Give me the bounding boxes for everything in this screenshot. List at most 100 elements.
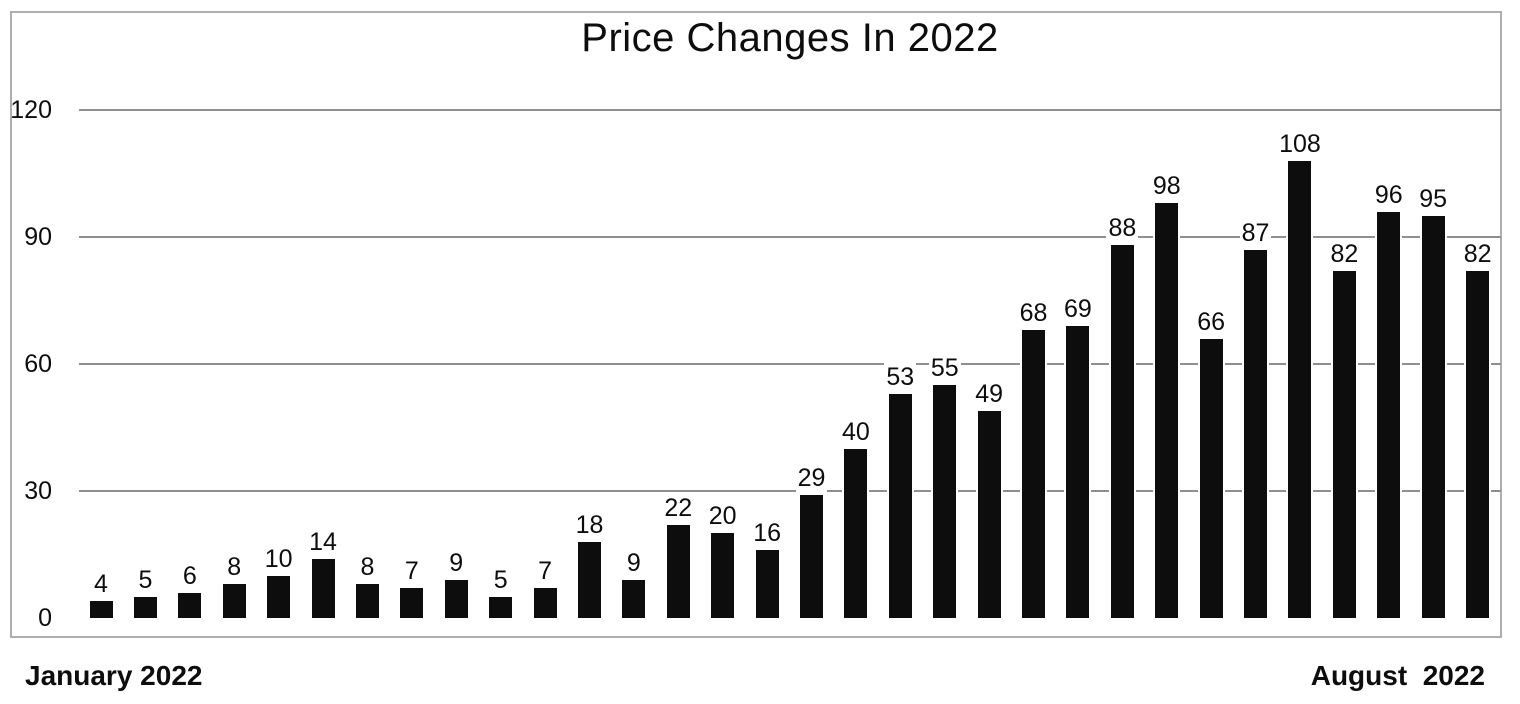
bar-column: 20 <box>706 502 739 618</box>
bar <box>311 559 335 618</box>
bar-value-label: 9 <box>624 549 643 577</box>
bar-column: 40 <box>840 418 872 618</box>
bar-value-label: 7 <box>536 557 555 585</box>
bar-column: 8 <box>355 553 379 618</box>
bar <box>1332 271 1356 618</box>
bar-value-label: 5 <box>136 566 155 594</box>
bar-value-label: 14 <box>307 528 339 556</box>
bar <box>1466 271 1490 618</box>
bar-value-label: 82 <box>1328 240 1361 268</box>
bar-column: 4 <box>89 570 113 618</box>
bar-column: 9 <box>444 549 468 618</box>
bar <box>444 580 468 618</box>
bar <box>1244 250 1268 618</box>
bar-column: 98 <box>1150 172 1183 618</box>
bar-column: 10 <box>262 545 295 618</box>
bar <box>533 588 557 618</box>
bar-column: 55 <box>928 354 961 618</box>
bar <box>1377 212 1401 618</box>
bar <box>355 584 379 618</box>
bar-value-label: 8 <box>225 553 244 581</box>
bar-column: 7 <box>400 557 424 618</box>
x-axis-start-label: January 2022 <box>25 660 203 691</box>
bar-column: 7 <box>533 557 557 618</box>
bar <box>755 550 779 618</box>
bar-column: 68 <box>1017 299 1050 618</box>
bar-column: 8 <box>222 553 246 618</box>
bar-column: 5 <box>489 566 513 618</box>
bar-series: 4 5 6 8 10 14 8 7 9 5 7 18 9 22 20 16 29 40 53 55 49 68 69 88 98… <box>89 90 1494 618</box>
bar-value-label: 88 <box>1106 214 1139 242</box>
bar-column: 95 <box>1417 185 1450 618</box>
bar-column: 22 <box>662 494 695 618</box>
bar <box>933 385 957 618</box>
chart-title: Price Changes In 2022 <box>581 16 999 60</box>
bar-column: 9 <box>622 549 646 618</box>
bar-value-label: 82 <box>1461 240 1494 268</box>
bar-column: 16 <box>751 519 783 618</box>
bar-value-label: 18 <box>573 511 606 539</box>
bar-value-label: 20 <box>706 502 739 530</box>
y-tick-label-0: 0 <box>38 604 52 632</box>
bar-value-label: 98 <box>1150 172 1183 200</box>
bar-column: 53 <box>884 363 917 618</box>
bar-value-label: 40 <box>840 418 872 446</box>
bar <box>178 593 202 618</box>
bar-value-label: 55 <box>928 354 961 382</box>
bar-value-label: 16 <box>751 519 783 547</box>
bar <box>267 576 291 618</box>
bar-value-label: 95 <box>1417 185 1450 213</box>
bar-value-label: 29 <box>795 464 828 492</box>
bar <box>844 449 868 618</box>
bar-value-label: 6 <box>180 562 199 590</box>
bar-value-label: 9 <box>447 549 466 577</box>
bar-value-label: 96 <box>1372 181 1405 209</box>
bar-value-label: 5 <box>491 566 510 594</box>
bar-value-label: 7 <box>402 557 421 585</box>
bar-column: 6 <box>178 562 202 618</box>
bar-value-label: 108 <box>1277 130 1323 158</box>
bar <box>666 525 690 618</box>
gridline-90 <box>79 236 1501 238</box>
bar <box>800 495 823 618</box>
bar <box>1066 326 1090 618</box>
bar-column: 14 <box>307 528 339 618</box>
bar-value-label: 66 <box>1195 308 1228 336</box>
bar <box>977 411 1001 618</box>
bar-value-label: 49 <box>973 380 1006 408</box>
gridline-120 <box>79 109 1501 111</box>
bar <box>888 394 912 618</box>
bar-column: 66 <box>1195 308 1228 618</box>
bar-column: 49 <box>973 380 1006 618</box>
bar <box>1421 216 1445 618</box>
bar-value-label: 22 <box>662 494 695 522</box>
bar-column: 82 <box>1461 240 1494 618</box>
bar-column: 82 <box>1328 240 1361 618</box>
bar-column: 96 <box>1372 181 1405 618</box>
gridline-30 <box>79 490 1501 492</box>
bar-value-label: 87 <box>1239 219 1272 247</box>
bar <box>1199 339 1223 618</box>
bar <box>89 601 113 618</box>
bar <box>400 588 424 618</box>
bar <box>577 542 601 618</box>
bar-value-label: 10 <box>262 545 295 573</box>
bar-column: 88 <box>1106 214 1139 618</box>
bar-value-label: 4 <box>92 570 110 598</box>
bar <box>1022 330 1046 618</box>
bar-value-label: 53 <box>884 363 917 391</box>
bar-column: 29 <box>795 464 828 618</box>
y-tick-label-60: 60 <box>24 350 52 378</box>
bar-column: 18 <box>573 511 606 618</box>
bar-value-label: 69 <box>1062 295 1094 323</box>
bar <box>489 597 513 618</box>
bar-column: 69 <box>1062 295 1094 618</box>
bar <box>133 597 157 618</box>
bar <box>1110 245 1134 618</box>
bar <box>622 580 646 618</box>
y-tick-label-120: 120 <box>10 96 52 124</box>
x-axis-end-label: August 2022 <box>1310 660 1485 691</box>
bar <box>222 584 246 618</box>
bar-column: 87 <box>1239 219 1272 618</box>
